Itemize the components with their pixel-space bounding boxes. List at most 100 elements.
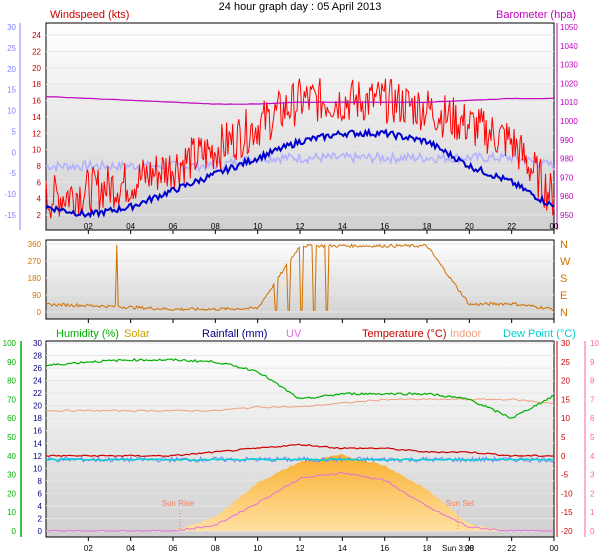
wind-tick-label: 8 — [37, 162, 42, 171]
uv-tick-label: 9 — [590, 358, 595, 367]
baro-tick-label: 990 — [560, 136, 574, 145]
compass-label: W — [560, 256, 571, 268]
far-left-tick-label: -5 — [9, 169, 17, 178]
wind-tick-label: 6 — [37, 178, 42, 187]
baro-axis-label: Barometer (hpa) — [496, 9, 576, 21]
temp-tick-label: -20 — [561, 527, 573, 536]
legend-label: Solar — [124, 328, 150, 340]
temp-tick-label: -5 — [561, 471, 569, 480]
series-humidity — [45, 357, 555, 419]
baro-tick-label: 1050 — [560, 23, 578, 32]
temp-tick-label: 0 — [561, 452, 566, 461]
temp-tick-label: 5 — [561, 433, 566, 442]
dir-tick-label: 360 — [28, 240, 42, 249]
humidity-tick-label: 100 — [3, 339, 17, 348]
series-solar — [46, 454, 554, 531]
x-tick-label: 12 — [296, 222, 305, 231]
rain-tick-label: 2 — [38, 514, 43, 523]
rain-tick-label: 30 — [33, 339, 42, 348]
series-windspeed — [45, 78, 555, 219]
x-tick-label: 06 — [169, 222, 178, 231]
legend-label: Dew Point (°C) — [503, 328, 576, 340]
far-left-tick-label: 25 — [7, 44, 16, 53]
humidity-tick-label: 0 — [12, 527, 17, 536]
humidity-tick-label: 60 — [7, 414, 16, 423]
series-wind-light — [45, 150, 555, 174]
rain-tick-label: 18 — [33, 414, 42, 423]
uv-tick-label: 10 — [590, 339, 599, 348]
humidity-tick-label: 50 — [7, 433, 16, 442]
x-tick-label: 00 — [550, 222, 559, 231]
compass-label: N — [560, 307, 568, 319]
baro-tick-label: 980 — [560, 155, 574, 164]
series-dewpoint — [45, 458, 554, 462]
sun-time-label: Sun 3:08 — [442, 544, 475, 553]
wind-tick-label: 20 — [32, 64, 41, 73]
humidity-tick-label: 70 — [7, 395, 16, 404]
humidity-tick-label: 20 — [7, 489, 16, 498]
temp-tick-label: 15 — [561, 395, 570, 404]
legend-label: Rainfall (mm) — [202, 328, 267, 340]
x-tick-label: 22 — [507, 544, 516, 553]
baro-tick-label: 1040 — [560, 42, 578, 51]
wind-axis-label: Windspeed (kts) — [50, 9, 129, 21]
sunset-label: Sun Set — [446, 499, 475, 508]
humidity-tick-label: 80 — [7, 377, 16, 386]
humidity-tick-label: 10 — [7, 508, 16, 517]
uv-tick-label: 3 — [590, 471, 595, 480]
x-tick-label: 02 — [84, 544, 93, 553]
legend-label: Humidity (%) — [56, 328, 119, 340]
wind-tick-label: 10 — [32, 146, 41, 155]
x-tick-label: 16 — [380, 544, 389, 553]
series-wind-direction — [45, 243, 555, 312]
legend-label: Temperature (°C) — [362, 328, 446, 340]
series-uv — [45, 471, 554, 532]
x-tick-label: 04 — [126, 544, 135, 553]
rain-tick-label: 4 — [38, 502, 43, 511]
x-tick-label: 18 — [423, 222, 432, 231]
x-tick-label: 14 — [338, 544, 347, 553]
x-tick-label: 18 — [423, 544, 432, 553]
compass-label: E — [560, 290, 567, 302]
baro-tick-label: 960 — [560, 192, 574, 201]
wind-tick-label: 18 — [32, 80, 41, 89]
x-tick-label: 10 — [253, 222, 262, 231]
rain-tick-label: 6 — [38, 489, 43, 498]
baro-tick-label: 950 — [560, 211, 574, 220]
wind-tick-label: 2 — [37, 211, 42, 220]
legend-label: UV — [286, 328, 302, 340]
x-tick-label: 04 — [126, 222, 135, 231]
x-tick-label: 10 — [253, 544, 262, 553]
temp-tick-label: 30 — [561, 339, 570, 348]
x-tick-label: 02 — [84, 222, 93, 231]
x-tick-label: 16 — [380, 222, 389, 231]
uv-tick-label: 2 — [590, 489, 595, 498]
series-temperature — [45, 443, 555, 458]
far-left-tick-label: 10 — [7, 107, 16, 116]
uv-tick-label: 4 — [590, 452, 595, 461]
uv-tick-label: 6 — [590, 414, 595, 423]
temp-tick-label: 25 — [561, 358, 570, 367]
far-left-tick-label: -10 — [4, 190, 16, 199]
rain-tick-label: 10 — [33, 464, 42, 473]
rain-tick-label: 22 — [33, 389, 42, 398]
far-left-tick-label: 0 — [12, 148, 17, 157]
rain-tick-label: 14 — [33, 439, 42, 448]
rain-tick-label: 28 — [33, 352, 42, 361]
x-tick-label: 12 — [296, 544, 305, 553]
baro-tick-label: 1030 — [560, 61, 578, 70]
uv-tick-label: 7 — [590, 395, 595, 404]
chart-title: 24 hour graph day : 05 April 2013 — [219, 1, 382, 13]
x-tick-label: 22 — [507, 222, 516, 231]
wind-tick-label: 14 — [32, 113, 41, 122]
rain-tick-label: 26 — [33, 364, 42, 373]
far-left-tick-label: 5 — [12, 127, 17, 136]
x-tick-label: 00 — [550, 544, 559, 553]
far-left-tick-label: 15 — [7, 86, 16, 95]
wind-tick-label: 24 — [32, 31, 41, 40]
baro-tick-label: 1020 — [560, 79, 578, 88]
legend-label: Indoor — [450, 328, 482, 340]
far-left-tick-label: 20 — [7, 65, 16, 74]
baro-tick-label: 1000 — [560, 117, 578, 126]
